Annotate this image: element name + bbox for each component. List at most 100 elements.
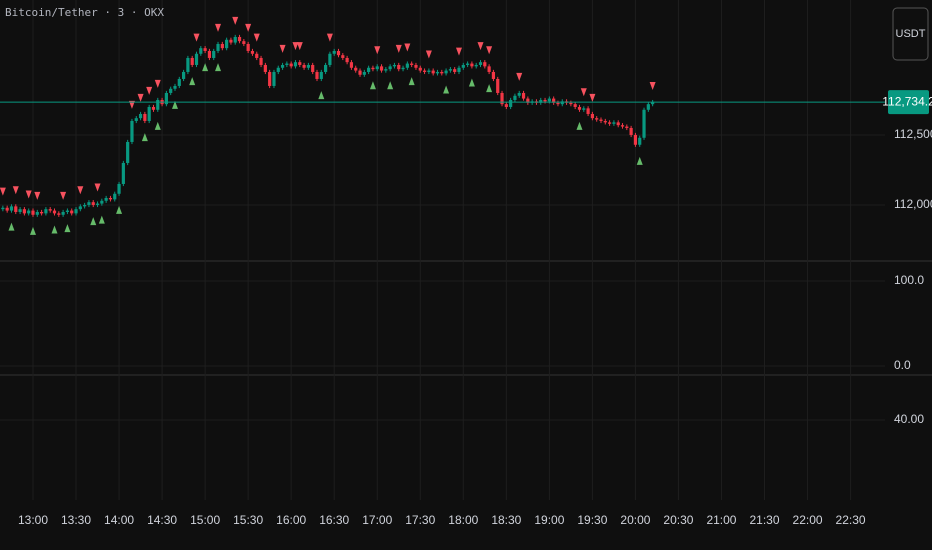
candle-body: [638, 137, 642, 145]
candle-body: [547, 98, 551, 102]
candle-body: [323, 64, 328, 72]
candle-body: [255, 53, 259, 58]
candle-body: [14, 206, 18, 212]
candle-body: [100, 200, 104, 204]
x-tick-label: 17:30: [405, 513, 435, 527]
candle-body: [246, 43, 250, 51]
candle-body: [414, 64, 418, 68]
sell-signal: [395, 44, 402, 53]
candle-body: [91, 202, 95, 205]
x-tick-label: 19:00: [534, 513, 564, 527]
x-tick-label: 16:00: [276, 513, 306, 527]
currency-button[interactable]: [892, 7, 929, 61]
candle-body: [35, 211, 39, 215]
buy-signal: [369, 81, 376, 90]
buy-signal: [51, 225, 58, 234]
candle-body: [431, 70, 435, 74]
candle-body: [298, 62, 302, 65]
sell-signal: [253, 33, 260, 42]
candle-body: [461, 64, 465, 68]
buy-signal: [90, 217, 97, 226]
x-tick-label: 22:00: [793, 513, 823, 527]
buy-signal: [215, 63, 222, 72]
sell-signal: [455, 47, 462, 56]
candle-body: [276, 67, 280, 72]
candle-body: [349, 62, 354, 68]
sell-signal: [154, 79, 161, 88]
sell-signal: [580, 88, 587, 97]
candle-body: [590, 113, 594, 119]
y-tick-label: 40.00: [894, 412, 924, 426]
candle-body: [358, 70, 362, 75]
candle-body: [57, 213, 61, 215]
candle-body: [375, 66, 379, 70]
candle-body: [31, 210, 35, 215]
x-tick-label: 15:00: [190, 513, 220, 527]
candle-body: [457, 67, 461, 72]
candle-body: [354, 67, 358, 71]
y-tick-label: 112,500.0: [894, 127, 932, 141]
buy-signal: [636, 156, 643, 165]
sell-signal: [193, 33, 200, 42]
candle-body: [504, 104, 508, 107]
x-tick-label: 20:30: [663, 513, 693, 527]
candle-body: [78, 206, 82, 210]
candle-body: [646, 104, 650, 110]
x-tick-label: 17:00: [362, 513, 392, 527]
candle-body: [603, 120, 607, 123]
buy-signal: [29, 226, 36, 235]
candle-body: [509, 99, 513, 107]
candle-body: [216, 43, 220, 51]
candle-body: [625, 126, 629, 128]
candle-body: [126, 141, 130, 163]
x-tick-label: 16:30: [319, 513, 349, 527]
x-tick-label: 21:30: [749, 513, 779, 527]
y-tick-label: 100.0: [894, 273, 924, 287]
sell-signal: [94, 183, 101, 192]
x-tick-label: 19:30: [577, 513, 607, 527]
candle-body: [87, 202, 91, 205]
candle-body: [569, 102, 573, 105]
candle-body: [491, 71, 496, 79]
sell-signal: [12, 186, 19, 195]
candle-body: [242, 41, 246, 44]
candle-body: [27, 210, 31, 214]
candle-body: [95, 203, 100, 205]
x-tick-label: 13:30: [61, 513, 91, 527]
candle-body: [104, 197, 108, 201]
buy-signal: [387, 81, 394, 90]
currency-label[interactable]: USDT: [896, 28, 926, 40]
candle-body: [422, 70, 427, 72]
plot-area: [0, 0, 885, 500]
candle-body: [336, 50, 341, 56]
candle-body: [526, 98, 530, 103]
buy-signal: [408, 77, 415, 86]
candle-body: [418, 67, 422, 71]
candle-body: [405, 63, 409, 68]
candle-body: [483, 62, 487, 67]
buy-signal: [154, 121, 161, 130]
sell-signal: [60, 191, 67, 200]
candle-body: [143, 113, 147, 121]
candle-body: [435, 71, 440, 74]
candle-body: [517, 92, 521, 96]
sell-signal: [425, 50, 432, 59]
candle-body: [642, 109, 646, 138]
candle-body: [448, 69, 452, 71]
candle-body: [186, 57, 190, 72]
candle-body: [427, 70, 431, 72]
sell-signal: [279, 44, 286, 53]
buy-signal: [116, 205, 123, 214]
sell-signal: [292, 42, 299, 51]
candle-body: [367, 67, 371, 72]
candle-body: [444, 70, 448, 74]
candle-body: [595, 118, 599, 120]
candle-body: [207, 50, 212, 58]
sell-signal: [128, 100, 135, 109]
candle-body: [65, 210, 70, 212]
candle-body: [212, 50, 216, 58]
candle-body: [453, 69, 457, 72]
x-tick-label: 20:00: [620, 513, 650, 527]
x-tick-label: 18:00: [448, 513, 478, 527]
